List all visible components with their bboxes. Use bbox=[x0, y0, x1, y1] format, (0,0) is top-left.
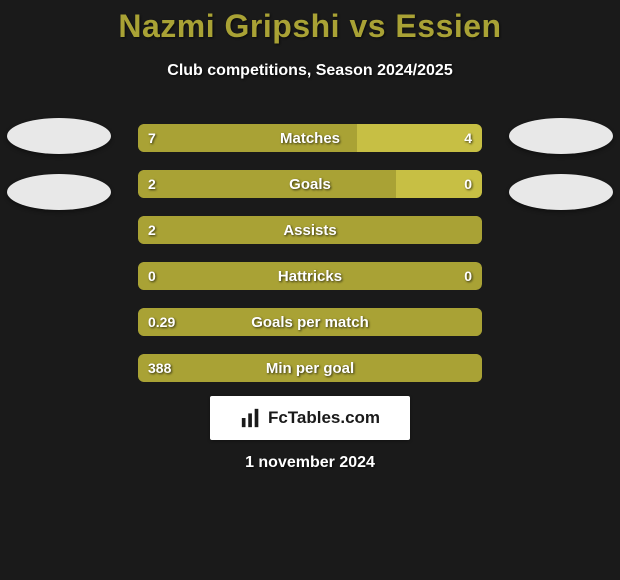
subtitle: Club competitions, Season 2024/2025 bbox=[0, 62, 620, 80]
stat-row: Goals20 bbox=[138, 170, 482, 198]
player1-name: Nazmi Gripshi bbox=[118, 8, 340, 44]
comparison-infographic: Nazmi Gripshi vs Essien Club competition… bbox=[0, 0, 620, 580]
bar-right-fill bbox=[357, 124, 482, 152]
title-vs: vs bbox=[349, 8, 386, 44]
bar-left-fill bbox=[138, 354, 482, 382]
brand-badge: FcTables.com bbox=[210, 396, 410, 440]
bar-left-fill bbox=[138, 262, 310, 290]
bar-left-fill bbox=[138, 170, 396, 198]
player2-photo-1 bbox=[509, 118, 613, 154]
player1-photo-column bbox=[4, 118, 114, 230]
player2-photo-2 bbox=[509, 174, 613, 210]
brand-logo-icon bbox=[240, 407, 262, 429]
player2-name: Essien bbox=[395, 8, 501, 44]
stats-bars: Matches74 Goals20 Assists2 Hattricks00 Goals… bbox=[138, 124, 482, 400]
stat-row: Matches74 bbox=[138, 124, 482, 152]
brand-text: FcTables.com bbox=[268, 408, 380, 428]
bar-right-fill bbox=[396, 170, 482, 198]
date-label: 1 november 2024 bbox=[0, 454, 620, 472]
player1-photo-2 bbox=[7, 174, 111, 210]
bar-left-fill bbox=[138, 124, 357, 152]
stat-row: Min per goal388 bbox=[138, 354, 482, 382]
stat-row: Goals per match0.29 bbox=[138, 308, 482, 336]
stat-row: Assists2 bbox=[138, 216, 482, 244]
page-title: Nazmi Gripshi vs Essien bbox=[0, 8, 620, 45]
bar-left-fill bbox=[138, 308, 482, 336]
stat-row: Hattricks00 bbox=[138, 262, 482, 290]
player2-photo-column bbox=[506, 118, 616, 230]
player1-photo-1 bbox=[7, 118, 111, 154]
bar-left-fill bbox=[138, 216, 482, 244]
